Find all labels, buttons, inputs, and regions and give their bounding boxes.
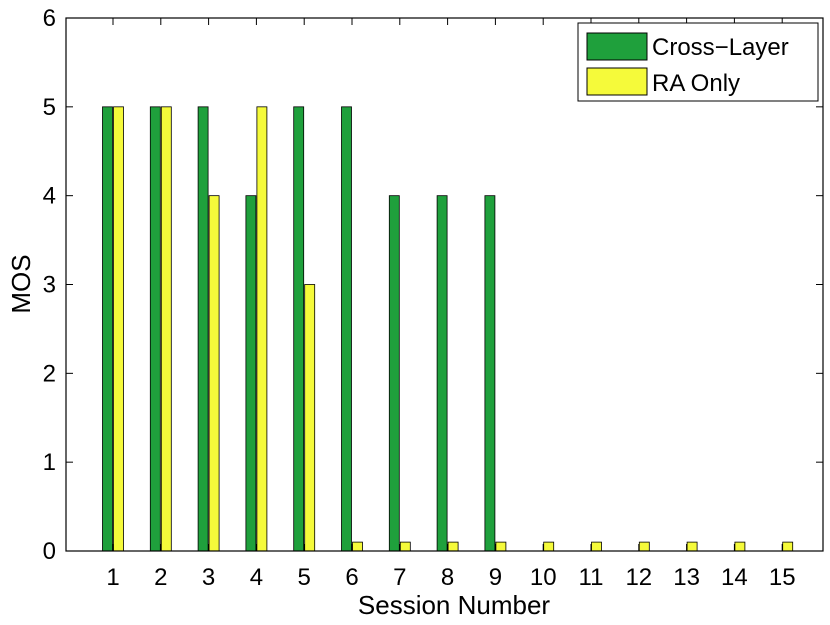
x-tick-label: 4 xyxy=(250,564,263,591)
bar-cross-layer-session-9 xyxy=(484,195,496,552)
x-tick-label: 7 xyxy=(393,564,406,591)
y-tick-label: 2 xyxy=(43,360,56,387)
x-tick-label: 5 xyxy=(298,564,311,591)
x-tick-label: 8 xyxy=(441,564,454,591)
bar-ra-only-session-1 xyxy=(113,106,124,552)
bar-cross-layer-session-1 xyxy=(102,106,113,552)
x-axis-ticks: 1 2 3 4 5 6 7 8 9 10 11 12 13 14 15 xyxy=(106,18,796,591)
x-tick-label: 15 xyxy=(769,564,796,591)
x-tick-label: 11 xyxy=(579,564,604,591)
y-tick-label: 0 xyxy=(43,538,56,565)
bar-ra-only-session-8 xyxy=(447,541,459,552)
x-tick-label: 14 xyxy=(721,564,748,591)
bar-ra-only-session-11 xyxy=(591,541,602,552)
bar-cross-layer-session-4 xyxy=(245,195,257,552)
bar-ra-only-session-4 xyxy=(256,106,268,552)
legend-swatch-ra-only xyxy=(586,67,648,96)
x-tick-label: 13 xyxy=(673,564,700,591)
bar-ra-only-session-15 xyxy=(782,541,794,552)
legend-swatch-cross-layer xyxy=(586,32,648,61)
bar-cross-layer-session-2 xyxy=(149,106,161,552)
bar-cross-layer-session-5 xyxy=(293,106,305,552)
bars-layer xyxy=(102,106,794,552)
bar-ra-only-session-14 xyxy=(734,541,746,552)
legend: Cross−Layer RA Only xyxy=(577,22,819,102)
y-axis-label: MOS xyxy=(6,254,36,313)
y-tick-label: 3 xyxy=(43,272,56,299)
x-tick-label: 10 xyxy=(530,564,557,591)
x-tick-label: 2 xyxy=(154,564,167,591)
bar-cross-layer-session-6 xyxy=(341,106,352,552)
y-tick-label: 1 xyxy=(43,449,56,476)
bar-ra-only-session-10 xyxy=(543,541,555,552)
bar-ra-only-session-12 xyxy=(638,541,650,552)
plot-frame xyxy=(65,17,824,552)
bar-ra-only-session-5 xyxy=(304,284,316,552)
bar-ra-only-session-2 xyxy=(160,106,172,552)
y-tick-label: 6 xyxy=(43,5,56,32)
bar-cross-layer-session-3 xyxy=(197,106,209,552)
x-tick-label: 1 xyxy=(106,564,119,591)
bar-ra-only-session-9 xyxy=(495,541,507,552)
y-tick-label: 4 xyxy=(43,183,56,210)
x-axis-label: Session Number xyxy=(358,590,551,620)
bar-cross-layer-session-7 xyxy=(388,195,400,552)
bar-ra-only-session-3 xyxy=(208,195,220,552)
legend-label-ra-only: RA Only xyxy=(652,70,740,97)
y-axis-ticks: 0 1 2 3 4 5 6 xyxy=(43,5,823,565)
x-tick-label: 12 xyxy=(625,564,652,591)
bar-ra-only-session-6 xyxy=(352,541,363,552)
bar-ra-only-session-13 xyxy=(686,541,698,552)
legend-label-cross-layer: Cross−Layer xyxy=(652,34,789,61)
x-tick-label: 9 xyxy=(489,564,502,591)
x-tick-label: 3 xyxy=(202,564,215,591)
bar-ra-only-session-7 xyxy=(399,541,411,552)
y-tick-label: 5 xyxy=(43,94,56,121)
x-tick-label: 6 xyxy=(345,564,358,591)
bar-cross-layer-session-8 xyxy=(436,195,448,552)
